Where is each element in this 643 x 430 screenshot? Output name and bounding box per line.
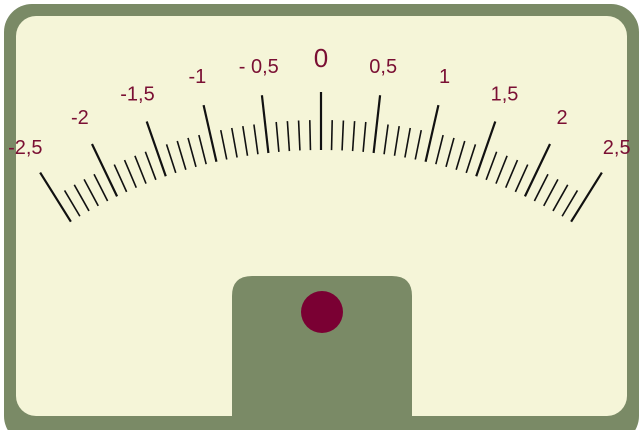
- major-tick: [39, 171, 72, 223]
- minor-tick: [165, 144, 177, 174]
- scale-labels: -2,5 -2 -1,5 -1 - 0,5 0 0,5 1 1,5 2 2,5: [8, 43, 631, 159]
- scale-label: 0: [314, 43, 328, 73]
- minor-tick: [504, 159, 519, 188]
- minor-tick: [465, 144, 477, 174]
- major-tick: [145, 121, 167, 177]
- major-tick: [260, 95, 270, 154]
- minor-tick: [514, 164, 529, 193]
- minor-tick: [242, 126, 249, 156]
- minor-tick: [308, 120, 312, 151]
- minor-tick: [144, 151, 157, 181]
- meter-face: [16, 16, 627, 416]
- pointer-pivot-dot: [301, 291, 343, 333]
- minor-tick: [330, 120, 334, 151]
- scale-label: -2: [71, 107, 89, 129]
- minor-tick: [113, 164, 128, 193]
- minor-tick: [123, 159, 138, 188]
- minor-tick: [176, 140, 187, 170]
- scale-ticks: [39, 92, 603, 223]
- major-tick: [202, 104, 218, 162]
- major-tick: [424, 104, 440, 162]
- minor-tick: [362, 121, 367, 152]
- minor-tick: [552, 184, 569, 212]
- minor-tick: [187, 137, 197, 168]
- minor-tick: [533, 173, 549, 202]
- scale-label: 2: [557, 107, 568, 129]
- scale-label: - 0,5: [239, 56, 279, 78]
- major-tick: [475, 121, 497, 177]
- scale-label: -1: [188, 66, 206, 88]
- minor-tick: [230, 127, 238, 158]
- minor-tick: [134, 155, 147, 184]
- minor-tick: [198, 134, 207, 165]
- minor-tick: [393, 126, 400, 156]
- minor-tick: [63, 190, 81, 217]
- minor-tick: [455, 140, 466, 170]
- minor-tick: [414, 129, 423, 160]
- minor-tick: [93, 173, 109, 202]
- minor-tick: [73, 184, 90, 212]
- scale-label: 0,5: [369, 56, 397, 78]
- minor-tick: [543, 179, 559, 207]
- pointer-housing: [232, 276, 412, 430]
- major-tick: [570, 171, 603, 223]
- minor-tick: [341, 120, 345, 151]
- minor-tick: [404, 127, 412, 158]
- minor-tick: [351, 121, 356, 152]
- major-tick: [372, 95, 382, 154]
- minor-tick: [253, 124, 259, 155]
- minor-tick: [286, 121, 291, 152]
- minor-tick: [219, 129, 228, 160]
- scale-label: -2,5: [8, 137, 42, 159]
- scale-label: 2,5: [603, 137, 631, 159]
- scale-label: 1: [439, 66, 450, 88]
- scale-label: 1,5: [491, 83, 519, 105]
- minor-tick: [561, 190, 579, 217]
- minor-tick: [445, 137, 455, 168]
- minor-tick: [485, 151, 498, 181]
- major-tick: [523, 143, 552, 197]
- minor-tick: [435, 134, 444, 165]
- minor-tick: [83, 179, 99, 207]
- minor-tick: [495, 155, 508, 184]
- minor-tick: [297, 120, 301, 151]
- minor-tick: [383, 124, 389, 155]
- minor-tick: [275, 121, 280, 152]
- scale-label: -1,5: [120, 83, 154, 105]
- major-tick: [90, 143, 119, 197]
